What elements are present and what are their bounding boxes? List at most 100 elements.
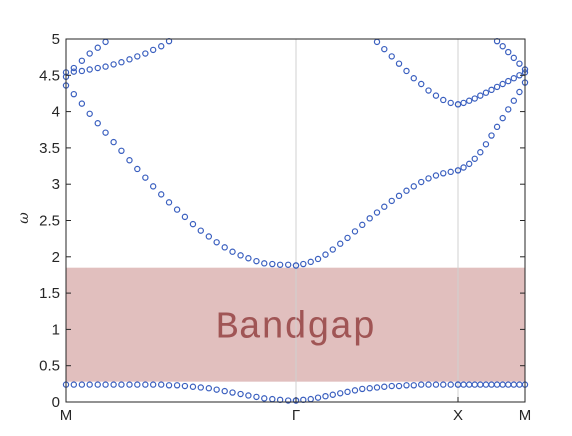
x-tick-label: X [453,407,463,424]
y-tick-label: 1.5 [39,285,60,302]
data-point [181,382,189,390]
data-point [329,391,336,398]
data-point [134,53,141,60]
data-point [245,255,252,262]
data-point [344,388,351,396]
data-point [499,80,506,88]
data-point [510,97,518,104]
y-tick-label: 2.5 [39,213,60,230]
data-point [158,381,165,388]
data-point [366,215,373,222]
data-point [488,132,495,139]
data-point [425,175,432,182]
data-point [337,390,344,397]
data-point [499,43,506,50]
data-point [110,381,117,388]
data-points [62,37,529,404]
data-point [510,75,518,82]
y-tick-label: 2 [52,249,60,266]
data-point [482,89,490,96]
y-tick-label: 3.5 [39,140,60,157]
data-point [126,56,133,63]
data-point [366,385,373,392]
data-point [425,381,432,388]
data-point [471,155,478,162]
data-point [381,383,388,390]
x-tick-label: Γ [292,407,300,424]
data-point [253,257,260,265]
data-point [373,384,381,391]
data-point [403,187,410,194]
data-point [471,95,478,102]
data-point [505,106,512,113]
data-point [465,97,473,104]
data-point [505,48,512,56]
data-point [237,252,244,259]
data-point [229,248,236,255]
data-point [189,383,197,390]
data-point [189,220,197,228]
data-point [510,381,518,388]
data-point [102,38,109,46]
data-point [482,141,490,148]
data-point [253,393,260,401]
data-point [149,46,157,54]
data-point [181,213,189,221]
data-point [499,114,506,122]
data-point [465,160,473,168]
data-point [165,199,173,206]
data-point [388,53,395,60]
data-point [516,60,523,67]
data-point [102,63,109,70]
data-point [440,170,447,177]
data-point [493,123,501,131]
data-point [110,138,117,146]
data-point [477,381,484,388]
data-point [284,261,292,268]
data-point [418,80,425,88]
data-point [432,92,440,99]
data-point [381,45,388,53]
x-tick-label: M [60,407,73,424]
data-point [78,67,86,75]
data-point [158,191,165,198]
y-tick-label: 5 [52,31,60,48]
data-point [477,149,484,156]
data-point [373,209,381,216]
data-point [86,381,93,388]
data-point [447,99,454,107]
data-point [351,228,359,235]
data-point [86,110,93,117]
data-point [471,381,478,388]
data-point [261,395,268,402]
data-point [118,147,125,155]
data-point [505,77,512,85]
y-tick-label: 4.5 [39,67,60,84]
data-point [329,246,336,253]
data-point [395,60,403,67]
data-point [418,178,425,186]
data-point [78,57,86,64]
data-point [432,172,440,179]
y-tick-label: 0.5 [39,358,60,375]
data-point [126,157,133,164]
data-point [245,392,252,399]
data-point [261,260,268,267]
data-point [425,87,432,94]
data-point [460,381,467,388]
data-point [102,129,109,136]
data-point [78,381,86,388]
data-point [300,260,307,268]
data-point [307,258,314,266]
y-axis: 0 0.5 1 1.5 2 2.5 3 3.5 4 4.5 5 [39,31,525,411]
data-point [373,38,381,46]
data-point [292,262,300,269]
y-tick-label: 1 [52,321,60,338]
data-point [102,381,109,388]
data-point [314,394,322,401]
data-point [465,381,473,388]
data-point [142,174,149,181]
y-tick-label: 4 [52,104,60,121]
